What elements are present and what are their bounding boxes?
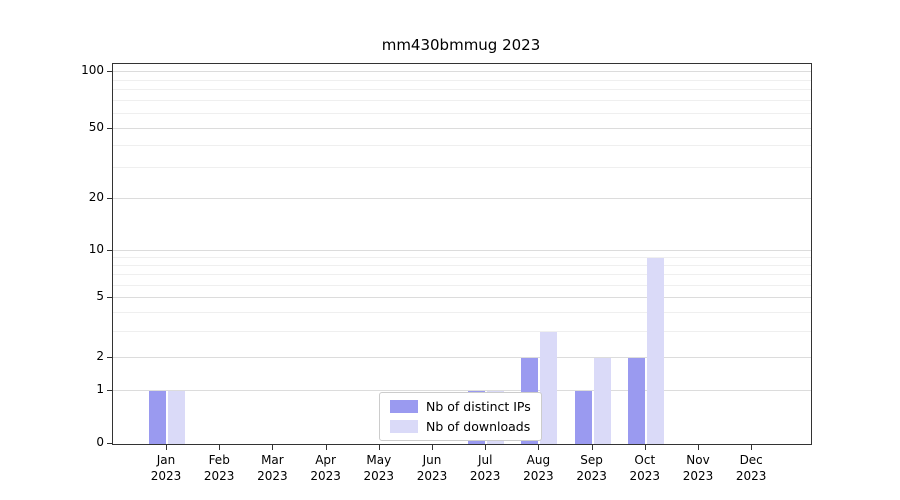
major-gridline — [113, 357, 811, 359]
major-gridline — [113, 249, 811, 251]
x-tick-label: Jan 2023 — [150, 453, 182, 483]
x-tick-label: Nov 2023 — [682, 453, 714, 483]
y-tick-mark — [107, 127, 112, 129]
bar-downloads — [646, 258, 664, 444]
x-tick-mark — [485, 445, 487, 450]
x-tick-mark — [751, 445, 753, 450]
major-gridline — [113, 127, 811, 129]
minor-gridline — [113, 330, 811, 332]
x-tick-mark — [325, 445, 327, 450]
minor-gridline — [113, 166, 811, 168]
legend-label-distinct-ips: Nb of distinct IPs — [426, 399, 531, 414]
y-tick-mark — [107, 443, 112, 444]
x-tick-label: Jun 2023 — [416, 453, 448, 483]
x-tick-mark — [272, 445, 274, 450]
y-tick-mark — [107, 249, 112, 251]
x-tick-mark — [538, 445, 540, 450]
x-tick-label: Aug 2023 — [523, 453, 554, 483]
legend-entry-downloads: Nb of downloads — [390, 419, 531, 434]
minor-gridline — [113, 100, 811, 102]
x-tick-mark — [591, 445, 593, 450]
y-tick-label: 0 — [96, 435, 104, 449]
minor-gridline — [113, 311, 811, 313]
x-tick-label: Sep 2023 — [576, 453, 607, 483]
x-tick-mark — [698, 445, 699, 450]
minor-gridline — [113, 144, 811, 146]
y-tick-label: 10 — [88, 241, 104, 256]
y-tick-label: 1 — [96, 382, 104, 397]
y-tick-label: 100 — [81, 62, 104, 77]
y-tick-mark — [107, 357, 112, 359]
bar-distinct-ips — [149, 391, 166, 444]
x-tick-label: May 2023 — [363, 453, 395, 483]
legend-swatch-downloads — [390, 420, 418, 433]
x-tick-mark — [378, 445, 380, 450]
x-tick-label: Oct 2023 — [629, 453, 661, 483]
major-gridline — [113, 297, 811, 299]
minor-gridline — [113, 265, 811, 267]
major-gridline — [113, 390, 811, 392]
bar-distinct-ips — [627, 358, 645, 444]
minor-gridline — [113, 284, 811, 286]
x-tick-mark — [432, 445, 433, 450]
y-tick-mark — [107, 197, 112, 199]
x-tick-mark — [166, 445, 167, 450]
bar-downloads — [540, 331, 558, 444]
y-tick-label: 2 — [96, 349, 104, 364]
y-tick-mark — [107, 390, 112, 392]
minor-gridline — [113, 79, 811, 81]
bar-distinct-ips — [574, 391, 592, 444]
bar-downloads — [168, 391, 185, 444]
x-tick-mark — [219, 445, 221, 450]
major-gridline — [113, 70, 811, 72]
plot-area: Nb of distinct IPs Nb of downloads — [112, 63, 812, 445]
x-tick-label: Feb 2023 — [203, 453, 235, 483]
legend-swatch-distinct-ips — [390, 400, 418, 413]
legend-entry-distinct-ips: Nb of distinct IPs — [390, 399, 531, 414]
y-tick-mark — [107, 70, 112, 72]
chart-title: mm430bmmug 2023 — [381, 36, 541, 54]
y-tick-mark — [107, 297, 112, 299]
x-tick-label: Jul 2023 — [469, 453, 501, 483]
minor-gridline — [113, 274, 811, 276]
minor-gridline — [113, 89, 811, 91]
minor-gridline — [113, 112, 811, 114]
bar-downloads — [593, 358, 611, 444]
legend: Nb of distinct IPs Nb of downloads — [379, 392, 542, 441]
y-tick-label: 5 — [96, 289, 104, 304]
y-tick-label: 50 — [88, 119, 104, 134]
x-tick-label: Mar 2023 — [257, 453, 288, 483]
x-tick-label: Apr 2023 — [310, 453, 341, 483]
minor-gridline — [113, 257, 811, 259]
legend-label-downloads: Nb of downloads — [426, 419, 531, 434]
x-tick-mark — [644, 445, 646, 450]
y-tick-label: 20 — [88, 189, 104, 204]
x-tick-label: Dec 2023 — [735, 453, 767, 483]
major-gridline — [113, 197, 811, 199]
